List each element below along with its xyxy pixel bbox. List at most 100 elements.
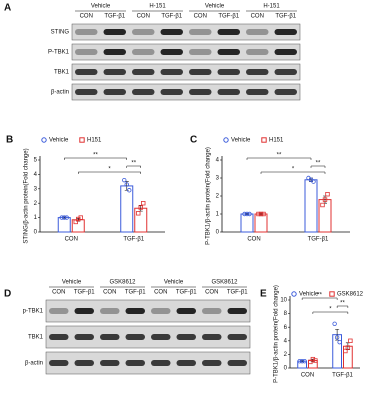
- blot-band: [49, 360, 69, 366]
- blot-band: [49, 308, 69, 314]
- y-tick-label: 2: [216, 194, 220, 200]
- panel-label: A: [4, 3, 11, 14]
- sig-label: **: [277, 153, 282, 159]
- legend-marker: [223, 137, 229, 143]
- blot-band: [160, 89, 183, 95]
- group-label: Vehicle: [205, 4, 225, 10]
- data-point: [311, 179, 316, 184]
- error-bar: [310, 358, 315, 363]
- y-tick-label: 8: [284, 311, 288, 317]
- blot-band: [246, 29, 269, 35]
- y-tick-label: 5: [34, 158, 38, 164]
- blot-band: [202, 360, 222, 366]
- y-axis-label: P-TBK1/β-actin protein(Fold change): [274, 285, 280, 383]
- y-tick-label: 4: [34, 172, 38, 178]
- blot-band: [103, 49, 126, 55]
- lane-label: CON: [194, 14, 207, 20]
- error-bar: [245, 213, 249, 215]
- data-point: [136, 211, 141, 216]
- blot-band: [176, 334, 196, 340]
- row-label: β-actin: [51, 90, 69, 96]
- legend-marker: [41, 137, 47, 143]
- blot-band: [75, 29, 98, 35]
- sig-label: *: [292, 167, 295, 173]
- data-point: [348, 338, 353, 343]
- sig-label: **: [340, 301, 345, 307]
- blot-band: [125, 334, 145, 340]
- blot-band: [176, 308, 196, 314]
- x-tick-label: TGF-β1: [308, 237, 329, 243]
- bar: [254, 213, 268, 233]
- data-point: [78, 215, 83, 220]
- blot-band: [217, 49, 240, 55]
- blot-strip: [71, 63, 301, 81]
- blot-strip: [45, 325, 251, 349]
- blot-band: [202, 308, 222, 314]
- blot-band: [189, 29, 212, 35]
- legend-label: H151: [87, 138, 102, 144]
- blot-band: [75, 69, 98, 75]
- y-tick-label: 1: [34, 215, 38, 221]
- data-point: [141, 200, 146, 206]
- panel-label: E: [260, 289, 267, 300]
- lane-label: TGF-β1: [218, 14, 239, 20]
- lane-label: CON: [103, 290, 116, 296]
- blot-band: [227, 334, 247, 340]
- data-point: [322, 197, 328, 202]
- sig-bracket: [336, 305, 349, 308]
- group-label: H-151: [263, 4, 280, 10]
- group-label: Vehicle: [164, 280, 184, 286]
- sig-bracket: [246, 157, 312, 160]
- y-tick-label: 4: [284, 338, 288, 344]
- group-label: H-151: [149, 4, 166, 10]
- legend-label: Vehicle: [299, 292, 319, 298]
- data-point: [343, 348, 348, 354]
- data-point: [299, 359, 305, 364]
- data-point: [332, 321, 337, 326]
- sig-bracket: [78, 171, 141, 174]
- group-label: Vehicle: [62, 280, 82, 286]
- blot-band: [125, 360, 145, 366]
- lane-label: TGF-β1: [125, 290, 146, 296]
- blot-band: [132, 29, 155, 35]
- blot-strip: [45, 299, 251, 323]
- x-tick-label: CON: [247, 237, 260, 243]
- blot-band: [100, 334, 120, 340]
- panel-label: D: [4, 289, 11, 300]
- data-point: [256, 211, 261, 217]
- blot-band: [103, 29, 126, 35]
- lane-label: CON: [52, 290, 65, 296]
- data-point: [59, 215, 64, 220]
- row-label: TBK1: [54, 70, 70, 76]
- row-label: STING: [51, 30, 70, 36]
- blot-band: [100, 360, 120, 366]
- blot-band: [246, 69, 269, 75]
- legend-label: Vehicle: [231, 138, 251, 144]
- legend-marker: [329, 291, 335, 297]
- blot-band: [151, 308, 171, 314]
- data-point: [138, 205, 143, 210]
- blot-band: [74, 360, 94, 366]
- sig-label: *: [329, 307, 332, 313]
- y-tick-label: 3: [216, 176, 220, 182]
- y-axis-label: P-TBK1/β-actin protein(Fold change): [206, 147, 212, 245]
- row-label: p-TBK1: [23, 309, 44, 315]
- data-point: [244, 211, 250, 217]
- blot-band: [217, 69, 240, 75]
- data-point: [127, 188, 132, 193]
- panel-label: C: [190, 135, 197, 146]
- legend-label: GSK8612: [337, 292, 364, 298]
- sig-bracket: [312, 311, 349, 314]
- y-tick-label: 0: [284, 366, 288, 372]
- blot-band: [151, 360, 171, 366]
- data-point: [242, 211, 247, 217]
- y-tick-label: 2: [284, 352, 288, 358]
- data-point: [247, 211, 252, 217]
- blot-band: [217, 29, 240, 35]
- sig-label: **: [93, 153, 98, 159]
- blot-band: [151, 334, 171, 340]
- blot-band: [160, 29, 183, 35]
- data-point: [62, 215, 67, 220]
- blot-band: [246, 89, 269, 95]
- sig-bracket: [126, 165, 141, 168]
